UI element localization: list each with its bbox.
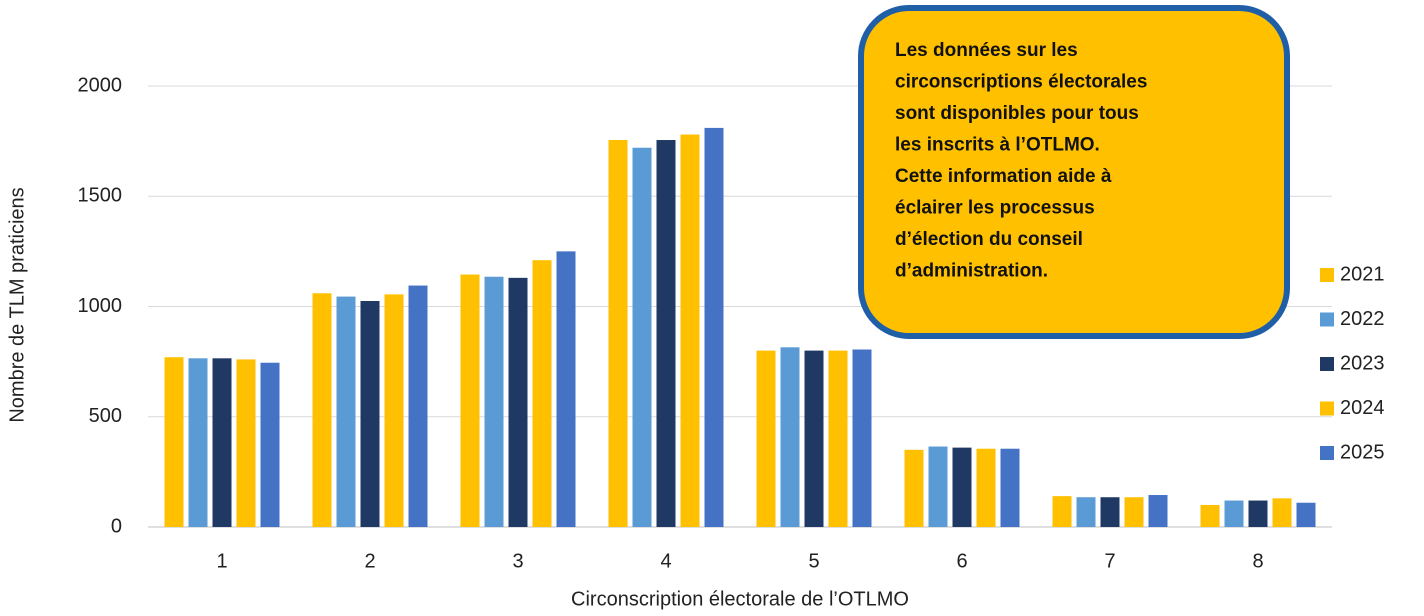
bar — [1100, 497, 1120, 527]
legend-swatch — [1320, 268, 1334, 282]
bar — [212, 358, 232, 527]
bar — [828, 350, 848, 527]
y-axis-title: Nombre de TLM praticiens — [6, 187, 28, 422]
x-tick-label: 5 — [808, 550, 819, 572]
annotation-text: éclairer les processus — [895, 198, 1095, 219]
bar — [408, 285, 428, 527]
bar — [188, 358, 208, 527]
bar — [336, 296, 356, 527]
annotation-text: sont disponibles pour tous — [895, 103, 1139, 124]
bar — [1296, 502, 1316, 527]
x-tick-label: 7 — [1104, 550, 1115, 572]
bar — [360, 300, 380, 527]
annotation-text: circonscriptions électorales — [895, 72, 1147, 93]
annotation-box — [858, 5, 1290, 339]
bar — [680, 134, 700, 527]
annotation-text: Les données sur les — [895, 40, 1078, 61]
y-tick-label: 1500 — [78, 185, 123, 207]
bar — [804, 350, 824, 527]
bar — [1248, 500, 1268, 527]
legend-swatch — [1320, 446, 1334, 460]
bar — [1272, 498, 1292, 527]
y-tick-label: 500 — [89, 405, 122, 427]
bar — [508, 277, 528, 527]
bar — [952, 447, 972, 527]
bar — [484, 276, 504, 527]
bar — [632, 147, 652, 528]
bar — [1076, 497, 1096, 527]
y-tick-label: 0 — [111, 515, 122, 537]
bar — [260, 362, 280, 527]
bar — [460, 274, 480, 527]
bar — [1052, 496, 1072, 527]
legend-label: 2023 — [1340, 352, 1385, 374]
legend-label: 2024 — [1340, 397, 1385, 419]
legend-label: 2025 — [1340, 441, 1385, 463]
x-tick-label: 2 — [364, 550, 375, 572]
bar — [1124, 497, 1144, 527]
bar — [928, 446, 948, 527]
y-tick-label: 1000 — [78, 295, 123, 317]
x-tick-label: 4 — [660, 550, 671, 572]
bar — [976, 448, 996, 527]
bar — [1224, 500, 1244, 527]
legend-label: 2022 — [1340, 308, 1385, 330]
bar — [1148, 495, 1168, 527]
y-tick-label: 2000 — [78, 74, 123, 96]
bar — [656, 140, 676, 527]
bar — [236, 359, 256, 527]
x-tick-label: 1 — [216, 550, 227, 572]
bar — [756, 350, 776, 527]
bar — [1000, 448, 1020, 527]
bar — [532, 260, 552, 527]
bar — [312, 293, 332, 527]
x-tick-label: 6 — [956, 550, 967, 572]
bar — [704, 127, 724, 528]
x-tick-label: 8 — [1252, 550, 1263, 572]
bar — [164, 357, 184, 527]
bar — [780, 347, 800, 527]
bar — [904, 449, 924, 527]
annotation-text: les inscrits à l’OTLMO. — [895, 135, 1100, 156]
annotation-text: d’élection du conseil — [895, 229, 1083, 250]
annotation-text: Cette information aide à — [895, 166, 1112, 187]
legend-label: 2021 — [1340, 263, 1385, 285]
bar — [1200, 504, 1220, 527]
legend-swatch — [1320, 312, 1334, 327]
bar — [852, 349, 872, 527]
bar — [608, 140, 628, 527]
bar — [556, 251, 576, 527]
legend-swatch — [1320, 357, 1334, 371]
annotation-text: d’administration. — [895, 261, 1048, 282]
legend-swatch — [1320, 401, 1334, 416]
bar — [384, 294, 404, 527]
x-axis-title: Circonscription électorale de l’OTLMO — [571, 588, 909, 610]
x-tick-label: 3 — [512, 550, 523, 572]
